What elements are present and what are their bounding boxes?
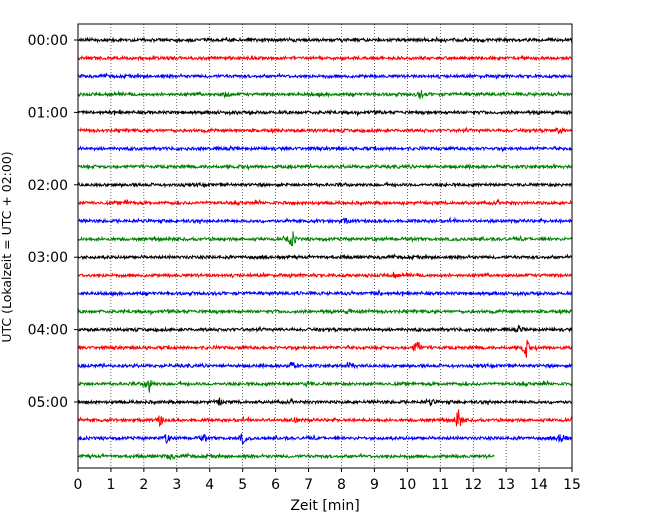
x-tick-label: 12 — [464, 477, 482, 493]
trace-line — [77, 198, 573, 207]
trace-line — [77, 452, 495, 461]
x-tick-label: 15 — [563, 477, 581, 493]
x-tick-label: 3 — [172, 477, 181, 493]
trace-line — [77, 433, 573, 445]
x-tick-label: 1 — [106, 477, 115, 493]
x-tick-label: 6 — [271, 477, 280, 493]
trace-line — [77, 72, 573, 80]
trace-line — [77, 126, 573, 135]
trace-line — [77, 271, 573, 279]
trace-line — [77, 339, 573, 359]
trace-line — [77, 90, 573, 100]
plot-area-background — [78, 24, 572, 468]
trace-line — [77, 54, 573, 62]
x-tick-label: 10 — [398, 477, 416, 493]
trace-line — [77, 36, 573, 44]
x-tick-label: 0 — [74, 477, 83, 493]
y-tick-label: 05:00 — [28, 395, 68, 411]
x-tick-label: 4 — [205, 477, 214, 493]
trace-line — [77, 253, 573, 261]
plot-frame — [77, 23, 573, 469]
x-tick-label: 2 — [139, 477, 148, 493]
y-axis-ticks: 00:00 01:00 02:00 03:00 04:00 05:00 — [28, 33, 78, 411]
trace-line — [77, 361, 573, 370]
x-tick-label: 8 — [337, 477, 346, 493]
trace-line — [77, 379, 573, 394]
x-axis-ticks: 0 1 2 3 4 5 6 7 8 9 10 11 12 13 14 15 — [74, 468, 581, 493]
trace-line — [77, 108, 573, 117]
y-tick-label: 03:00 — [28, 250, 68, 266]
trace-line — [77, 231, 573, 247]
trace-line — [77, 323, 573, 334]
trace-line — [77, 144, 573, 153]
trace-line — [77, 163, 573, 171]
trace-line — [77, 216, 573, 225]
x-tick-label: 5 — [238, 477, 247, 493]
trace-line — [77, 409, 573, 428]
vertical-grid — [110, 24, 540, 468]
trace-line — [77, 397, 573, 408]
x-axis-label: Zeit [min] — [290, 498, 359, 514]
trace-line — [77, 307, 573, 316]
y-tick-label: 00:00 — [28, 33, 68, 49]
y-tick-label: 04:00 — [28, 323, 68, 339]
trace-line — [77, 288, 573, 298]
x-tick-label: 11 — [431, 477, 449, 493]
y-tick-label: 02:00 — [28, 178, 68, 194]
y-tick-label: 01:00 — [28, 105, 68, 121]
x-tick-label: 14 — [530, 477, 548, 493]
trace-line — [77, 181, 573, 189]
x-tick-label: 7 — [304, 477, 313, 493]
x-tick-label: 9 — [370, 477, 379, 493]
y-axis-label: UTC (Lokalzeit = UTC + 02:00) — [0, 151, 14, 342]
x-tick-label: 13 — [497, 477, 515, 493]
traces — [77, 36, 573, 461]
